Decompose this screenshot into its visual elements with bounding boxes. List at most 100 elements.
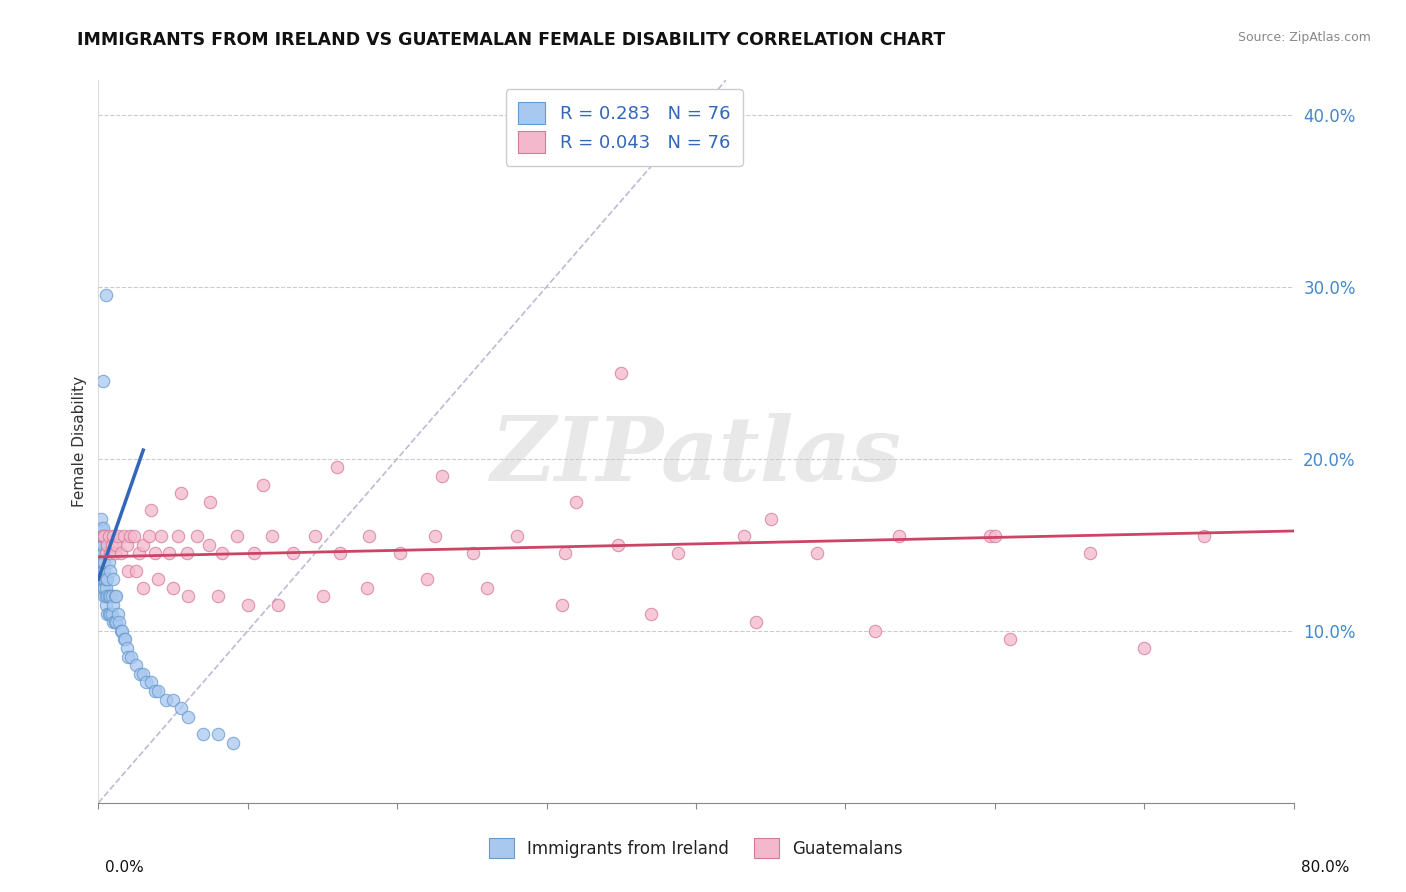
Point [90, 529, 112, 543]
Point [91, 564, 114, 578]
Point [475, 581, 498, 595]
Point [416, 572, 439, 586]
Point [89, 538, 111, 552]
Point [93, 590, 115, 604]
Point [117, 649, 139, 664]
Point [865, 624, 887, 638]
Point [104, 615, 127, 630]
Point [226, 529, 249, 543]
Point [97, 590, 120, 604]
Point [93, 529, 115, 543]
Point [98, 590, 122, 604]
Point [105, 538, 128, 552]
Point [304, 529, 326, 543]
Point [162, 692, 184, 706]
Point [90, 555, 112, 569]
Point [150, 529, 173, 543]
Point [207, 727, 229, 741]
Point [129, 666, 152, 681]
Point [889, 529, 911, 543]
Point [139, 675, 162, 690]
Point [222, 735, 245, 749]
Point [91, 572, 114, 586]
Point [96, 590, 118, 604]
Point [211, 546, 233, 560]
Point [91, 529, 114, 543]
Point [357, 529, 380, 543]
Point [94, 546, 117, 560]
Point [132, 581, 155, 595]
Point [94, 581, 117, 595]
Point [112, 632, 135, 647]
Point [94, 572, 117, 586]
Point [200, 494, 222, 508]
Point [90, 512, 112, 526]
Point [138, 529, 160, 543]
Point [745, 615, 768, 630]
Point [733, 529, 755, 543]
Point [252, 477, 274, 491]
Point [90, 520, 112, 534]
Point [91, 581, 114, 595]
Point [979, 529, 1001, 543]
Point [128, 546, 150, 560]
Point [114, 632, 136, 647]
Point [91, 520, 114, 534]
Text: ZIPatlas: ZIPatlas [491, 413, 901, 500]
Point [118, 529, 141, 543]
Point [389, 546, 412, 560]
Point [94, 288, 117, 302]
Point [143, 684, 166, 698]
Point [120, 649, 142, 664]
Point [311, 590, 333, 604]
Point [148, 684, 170, 698]
Point [550, 598, 572, 612]
Point [91, 529, 114, 543]
Point [104, 546, 127, 560]
Point [125, 564, 148, 578]
Point [94, 546, 117, 560]
Point [610, 366, 633, 380]
Point [356, 581, 378, 595]
Point [96, 572, 118, 586]
Point [806, 546, 828, 560]
Point [984, 529, 1007, 543]
Point [125, 658, 148, 673]
Point [260, 529, 283, 543]
Point [110, 624, 132, 638]
Point [326, 460, 349, 475]
Point [108, 615, 131, 630]
Point [98, 607, 122, 621]
Point [423, 529, 446, 543]
Point [93, 555, 115, 569]
Point [177, 710, 200, 724]
Point [97, 555, 120, 569]
Point [93, 564, 115, 578]
Point [101, 538, 124, 552]
Point [103, 598, 125, 612]
Point [124, 529, 146, 543]
Point [640, 607, 662, 621]
Point [90, 538, 112, 552]
Point [565, 494, 588, 508]
Point [329, 546, 352, 560]
Point [132, 538, 155, 552]
Point [96, 607, 118, 621]
Point [1080, 546, 1102, 560]
Text: 80.0%: 80.0% [1302, 861, 1350, 875]
Point [103, 572, 125, 586]
Point [1192, 529, 1215, 543]
Point [166, 529, 188, 543]
Legend: Immigrants from Ireland, Guatemalans: Immigrants from Ireland, Guatemalans [481, 830, 911, 867]
Point [91, 546, 114, 560]
Point [155, 692, 177, 706]
Point [281, 546, 304, 560]
Point [243, 546, 266, 560]
Point [143, 546, 166, 560]
Point [112, 529, 135, 543]
Point [139, 503, 162, 517]
Point [132, 666, 155, 681]
Point [98, 546, 122, 560]
Point [463, 546, 485, 560]
Point [191, 727, 214, 741]
